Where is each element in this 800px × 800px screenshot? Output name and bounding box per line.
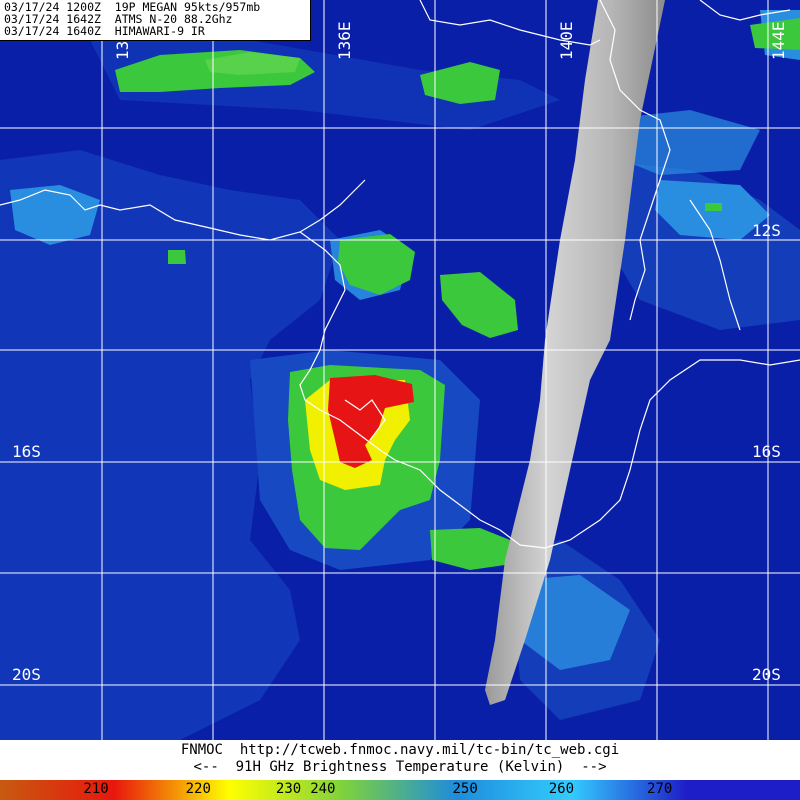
lon-label-136e: 136E xyxy=(335,21,354,60)
graticule xyxy=(0,0,800,740)
colorbar-segment-220: 220 xyxy=(114,780,229,800)
red-core xyxy=(328,375,414,468)
colorbar-segment-230: 230 xyxy=(228,780,343,800)
lat-label-16s-left: 16S xyxy=(12,442,41,461)
lat-label-12s: 12S xyxy=(752,221,781,240)
source-line: FNMOC http://tcweb.fnmoc.navy.mil/tc-bin… xyxy=(180,742,620,758)
header-info-box: 03/17/24 1200Z 19P MEGAN 95kts/957mb 03/… xyxy=(0,0,311,41)
header-line-sensor: 03/17/24 1642Z ATMS N-20 88.2Ghz xyxy=(4,12,233,26)
colorbar-label-240: 240 xyxy=(310,781,336,797)
colorbar-label-250: 250 xyxy=(452,781,478,797)
header-line-ir: 03/17/24 1640Z HIMAWARI-9 IR xyxy=(4,24,205,38)
header-line-storm: 03/17/24 1200Z 19P MEGAN 95kts/957mb xyxy=(4,0,261,14)
lat-label-20s-left: 20S xyxy=(12,665,41,684)
satellite-map: 132E 136E 140E 144E 12S 16S 16S 20S 20S xyxy=(0,0,800,740)
lon-label-140e: 140E xyxy=(557,21,576,60)
product-line: <-- 91H GHz Brightness Temperature (Kelv… xyxy=(193,759,607,775)
lat-label-16s-right: 16S xyxy=(752,442,781,461)
colorbar-label-260: 260 xyxy=(548,781,575,797)
colorbar-segment-250: 250 xyxy=(452,780,572,800)
colorbar-segment-270: 270 xyxy=(647,780,800,800)
colorbar-segment-210: 210 xyxy=(0,780,115,800)
lat-label-20s-right: 20S xyxy=(752,665,781,684)
colorbar-segment-240: 240 xyxy=(310,780,458,800)
colorbar-label-270: 270 xyxy=(647,781,673,797)
colorbar: 210 220 230 240 250 260 270 xyxy=(0,780,800,800)
ir-swath xyxy=(485,0,665,705)
colorbar-label-210: 210 xyxy=(83,781,109,797)
lon-label-144e: 144E xyxy=(769,21,788,60)
colorbar-label-220: 220 xyxy=(185,781,211,797)
footer: FNMOC http://tcweb.fnmoc.navy.mil/tc-bin… xyxy=(0,740,800,780)
colorbar-segment-260: 260 xyxy=(549,780,686,800)
colorbar-label-230: 230 xyxy=(275,781,302,797)
